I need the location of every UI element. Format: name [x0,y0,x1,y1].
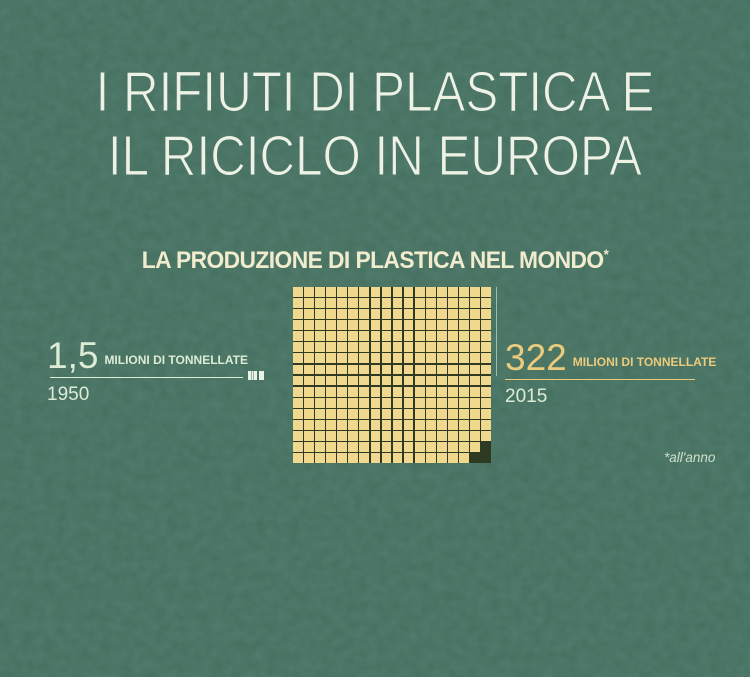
svg-text:I RIFIUTI DI PLASTICA E: I RIFIUTI DI PLASTICA E [96,61,655,124]
svg-text:IL RICICLO IN EUROPA: IL RICICLO IN EUROPA [108,125,643,188]
